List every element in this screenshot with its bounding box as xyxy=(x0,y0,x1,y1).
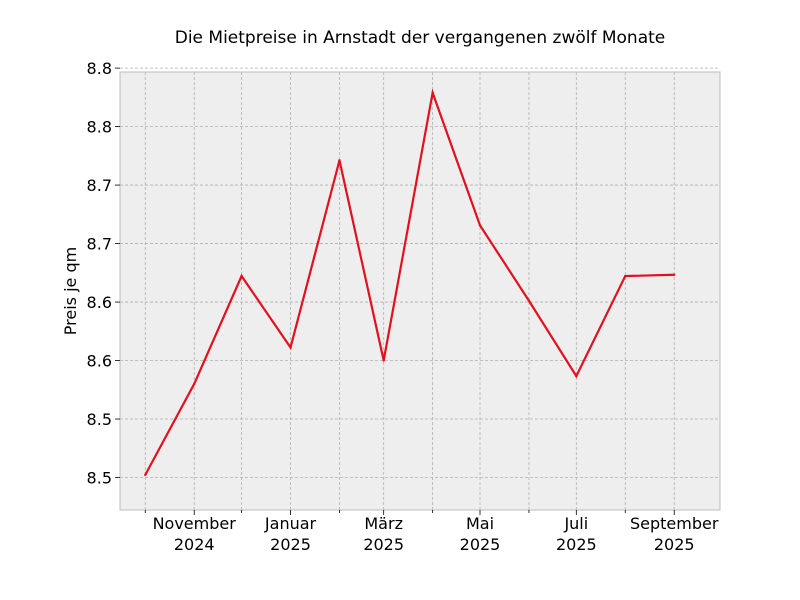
data-point xyxy=(624,274,627,278)
y-axis-label: Preis je qm xyxy=(61,247,80,335)
data-point xyxy=(478,224,482,227)
y-tick-label: 8.8 xyxy=(87,59,112,78)
data-point xyxy=(575,374,578,378)
series-layer xyxy=(144,88,676,477)
x-tick-label-year: 2025 xyxy=(363,535,404,554)
x-tick-label: März xyxy=(364,514,403,533)
x-tick-label: Juli xyxy=(563,514,588,533)
x-tick-label: November xyxy=(153,514,237,533)
x-tick-label-year: 2025 xyxy=(556,535,597,554)
y-tick-label: 8.6 xyxy=(87,293,112,312)
x-tick-label-year: 2025 xyxy=(460,535,501,554)
data-point xyxy=(431,91,434,94)
plot-area xyxy=(120,72,720,510)
x-tick-label-year: 2025 xyxy=(270,535,311,554)
x-tick-label: September xyxy=(630,514,719,533)
chart-title: Die Mietpreise in Arnstadt der vergangen… xyxy=(175,28,666,48)
data-point xyxy=(144,473,147,477)
data-point xyxy=(527,299,531,302)
y-tick-label: 8.5 xyxy=(87,469,112,488)
y-tick-label: 8.7 xyxy=(87,176,112,195)
x-tick-label: Januar xyxy=(264,514,317,533)
data-point xyxy=(673,273,676,276)
y-tick-label: 8.8 xyxy=(87,118,112,137)
y-tick-label: 8.7 xyxy=(87,235,112,254)
data-point xyxy=(289,346,292,349)
y-tick-label: 8.6 xyxy=(87,352,112,371)
y-axis: 8.5 8.5 8.6 8.6 8.7 8.7 8.8 8.8 xyxy=(87,59,120,488)
y-tick-label: 8.5 xyxy=(87,410,112,429)
x-axis: November 2024 Januar 2025 März 2025 Mai 2025 Jul… xyxy=(144,510,719,554)
x-tick-label: Mai xyxy=(466,514,494,533)
x-tick-label-year: 2024 xyxy=(174,535,215,554)
x-tick-label-year: 2025 xyxy=(654,535,695,554)
data-point xyxy=(338,159,341,162)
data-point xyxy=(382,359,385,362)
grid xyxy=(120,67,720,510)
data-point xyxy=(193,382,196,386)
series-line xyxy=(144,88,675,476)
plot-frame xyxy=(119,71,721,511)
data-point xyxy=(240,274,243,278)
